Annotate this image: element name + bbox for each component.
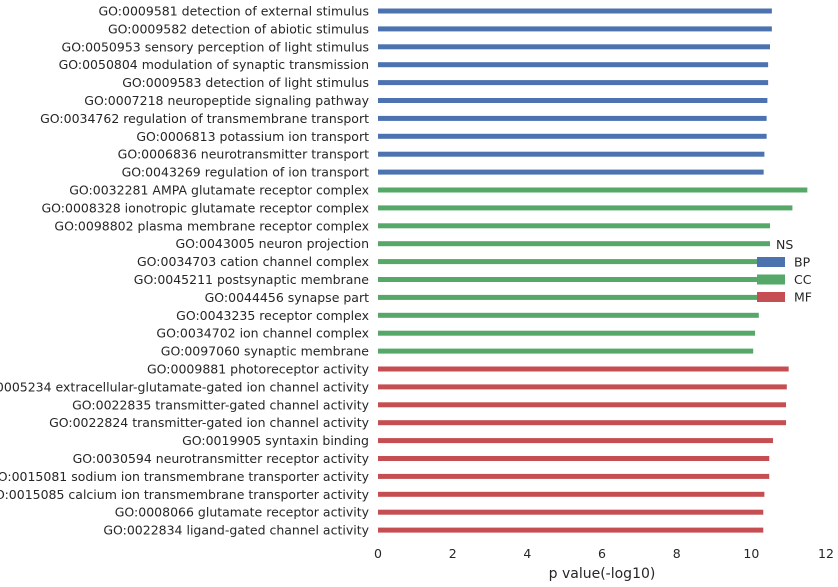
bar-bp — [378, 8, 772, 14]
category-label: GO:0098802 plasma membrane receptor comp… — [54, 218, 369, 233]
bar-mf — [378, 473, 770, 479]
bar-bp — [378, 133, 767, 139]
category-label: GO:0043269 regulation of ion transport — [122, 165, 370, 180]
category-label: GO:0022824 transmitter-gated ion channel… — [49, 415, 370, 430]
category-label: GO:0032281 AMPA glutamate receptor compl… — [69, 183, 369, 198]
bar-cc — [378, 223, 770, 229]
bar-cc — [378, 348, 754, 354]
category-label: GO:0022834 ligand-gated channel activity — [103, 523, 369, 538]
category-label: GO:0006836 neurotransmitter transport — [118, 147, 369, 162]
bar-bp — [378, 151, 765, 157]
category-label: GO:0034762 regulation of transmembrane t… — [40, 111, 369, 126]
bar-mf — [378, 527, 764, 533]
bar-mf — [378, 384, 787, 390]
bars-layer — [378, 8, 808, 533]
bar-cc — [378, 312, 759, 318]
category-label: GO:0015081 sodium ion transmembrane tran… — [0, 469, 370, 484]
category-label: GO:0022835 transmitter-gated channel act… — [72, 397, 369, 412]
bar-bp — [378, 26, 772, 32]
legend-label-bp: BP — [794, 255, 811, 270]
category-label: GO:0015085 calcium ion transmembrane tra… — [0, 487, 370, 502]
x-tick-label: 12 — [818, 546, 834, 561]
bar-cc — [378, 259, 769, 265]
legend: NS BP CC MF — [757, 237, 812, 305]
bar-mf — [378, 491, 765, 497]
bar-cc — [378, 187, 808, 193]
x-tick-label: 6 — [598, 546, 606, 561]
category-label: GO:0044456 synapse part — [205, 290, 369, 305]
legend-title: NS — [776, 237, 793, 252]
category-label: GO:0008066 glutamate receptor activity — [115, 505, 370, 520]
bar-cc — [378, 330, 756, 336]
legend-label-cc: CC — [794, 272, 812, 287]
bar-cc — [378, 205, 793, 211]
x-tick-label: 2 — [449, 546, 457, 561]
bar-bp — [378, 62, 769, 68]
bar-mf — [378, 366, 789, 372]
category-label: GO:0009581 detection of external stimulu… — [99, 4, 370, 19]
bar-cc — [378, 241, 770, 247]
category-label: GO:0050953 sensory perception of light s… — [62, 39, 369, 54]
category-label: GO:0007218 neuropeptide signaling pathwa… — [84, 93, 369, 108]
x-axis-title: p value(-log10) — [549, 566, 656, 582]
legend-swatch-mf — [757, 292, 785, 302]
category-label: GO:0034703 cation channel complex — [137, 254, 369, 269]
category-label: GO:0005234 extracellular-glutamate-gated… — [0, 379, 370, 394]
category-label: GO:0030594 neurotransmitter receptor act… — [73, 451, 370, 466]
bar-bp — [378, 98, 768, 103]
legend-swatch-cc — [757, 274, 785, 285]
category-label: GO:0050804 modulation of synaptic transm… — [59, 57, 369, 72]
category-label: GO:0097060 synaptic membrane — [161, 344, 370, 359]
bar-mf — [378, 402, 787, 408]
bar-mf — [378, 420, 787, 426]
category-label: GO:0006813 potassium ion transport — [136, 129, 369, 144]
bar-cc — [378, 294, 762, 300]
bar-mf — [378, 438, 773, 444]
bar-bp — [378, 80, 769, 86]
category-label: GO:0009582 detection of abiotic stimulus — [108, 21, 369, 36]
category-label: GO:0008328 ionotropic glutamate receptor… — [42, 200, 370, 215]
bar-cc — [378, 277, 763, 282]
x-tick-label: 4 — [523, 546, 531, 561]
category-label: GO:0043005 neuron projection — [175, 236, 369, 251]
x-axis-ticks: 0 2 4 6 8 10 12 — [374, 546, 834, 561]
category-label: GO:0034702 ion channel complex — [156, 326, 369, 341]
bar-bp — [378, 115, 767, 121]
category-label: GO:0045211 postsynaptic membrane — [134, 272, 370, 287]
x-tick-label: 0 — [374, 546, 382, 561]
bar-mf — [378, 509, 764, 515]
bar-mf — [378, 456, 770, 461]
legend-label-mf: MF — [794, 290, 812, 305]
category-label: GO:0009583 detection of light stimulus — [122, 75, 369, 90]
x-tick-label: 8 — [673, 546, 681, 561]
category-label: GO:0019905 syntaxin binding — [182, 433, 369, 448]
category-label: GO:0043235 receptor complex — [176, 308, 369, 323]
legend-swatch-bp — [757, 257, 785, 267]
x-tick-label: 10 — [743, 546, 759, 561]
category-label: GO:0009881 photoreceptor activity — [147, 362, 370, 377]
bar-bp — [378, 44, 770, 50]
bar-bp — [378, 169, 764, 175]
category-labels: GO:0009581 detection of external stimulu… — [0, 4, 370, 538]
